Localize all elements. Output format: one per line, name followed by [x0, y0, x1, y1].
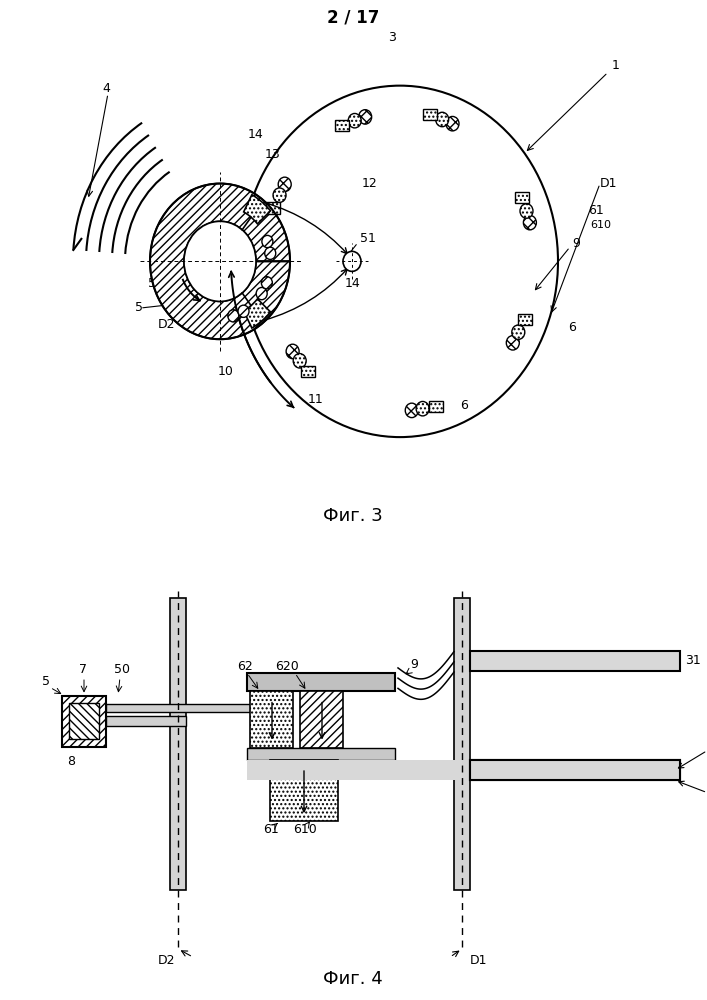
Text: 9: 9 [410, 658, 418, 671]
Bar [170, 598, 186, 890]
Bar [470, 760, 680, 780]
Circle shape [238, 305, 249, 317]
Text: 12: 12 [362, 177, 378, 190]
Text: 6: 6 [460, 399, 468, 412]
Text: 62: 62 [237, 660, 252, 673]
Text: 2 / 17: 2 / 17 [327, 9, 379, 27]
Text: D1: D1 [600, 177, 617, 190]
Circle shape [279, 177, 291, 192]
Bar [106, 704, 258, 712]
Text: 620: 620 [275, 660, 299, 673]
Circle shape [184, 221, 256, 301]
Text: 10: 10 [218, 365, 234, 378]
Bar [301, 366, 315, 377]
Text: 1: 1 [612, 59, 620, 72]
Bar [247, 748, 395, 760]
Bar [423, 109, 437, 120]
Polygon shape [244, 195, 271, 224]
Bar [515, 192, 530, 203]
Text: 50: 50 [148, 277, 164, 290]
Polygon shape [244, 299, 271, 328]
Text: 13: 13 [265, 148, 281, 161]
Text: Фиг. 3: Фиг. 3 [323, 507, 383, 525]
Bar [428, 401, 443, 412]
Text: 4: 4 [102, 82, 110, 95]
Polygon shape [150, 184, 290, 339]
Text: D1: D1 [470, 954, 488, 967]
Text: 5: 5 [42, 675, 50, 688]
Bar [69, 703, 99, 739]
Text: 61: 61 [263, 823, 279, 836]
Circle shape [506, 336, 520, 350]
Circle shape [262, 235, 273, 248]
Text: 50: 50 [114, 663, 130, 676]
Text: 610: 610 [293, 823, 317, 836]
Circle shape [273, 188, 286, 202]
Circle shape [523, 215, 537, 230]
Text: 11: 11 [308, 393, 324, 406]
Bar [267, 202, 281, 214]
Circle shape [262, 277, 272, 289]
Text: 61: 61 [588, 204, 604, 217]
Bar [250, 691, 293, 748]
Bar [270, 760, 338, 821]
Text: 610: 610 [590, 220, 611, 230]
Circle shape [264, 247, 276, 259]
Bar [300, 691, 343, 748]
Text: 3: 3 [679, 781, 707, 802]
Bar [518, 314, 532, 325]
Circle shape [348, 113, 361, 128]
Circle shape [256, 287, 267, 300]
Bar [470, 651, 680, 671]
Bar [335, 120, 349, 131]
Text: 9: 9 [572, 237, 580, 250]
Text: 8: 8 [67, 755, 75, 768]
Text: 31: 31 [685, 654, 701, 667]
Bar [106, 716, 186, 726]
Bar [470, 760, 680, 780]
Circle shape [520, 204, 533, 218]
Text: 6: 6 [568, 321, 576, 334]
Circle shape [343, 251, 361, 271]
Circle shape [293, 354, 306, 368]
Circle shape [512, 325, 525, 339]
Bar [247, 673, 395, 691]
Text: 14: 14 [345, 277, 361, 290]
Circle shape [405, 403, 419, 418]
Text: D2: D2 [158, 318, 175, 331]
Circle shape [436, 112, 449, 127]
Circle shape [358, 110, 372, 124]
Circle shape [416, 401, 429, 416]
Text: D2: D2 [158, 954, 175, 967]
Text: 7: 7 [79, 663, 87, 676]
Text: 32: 32 [679, 738, 707, 768]
Circle shape [228, 310, 239, 322]
Text: 51: 51 [360, 232, 376, 245]
Text: 3: 3 [388, 31, 396, 44]
Text: Фиг. 4: Фиг. 4 [323, 970, 383, 988]
Bar [454, 598, 470, 890]
Text: 14: 14 [248, 128, 264, 141]
Text: 5: 5 [135, 301, 143, 314]
Bar [247, 760, 462, 780]
Circle shape [286, 344, 299, 359]
Circle shape [446, 116, 459, 131]
Bar [62, 696, 106, 747]
